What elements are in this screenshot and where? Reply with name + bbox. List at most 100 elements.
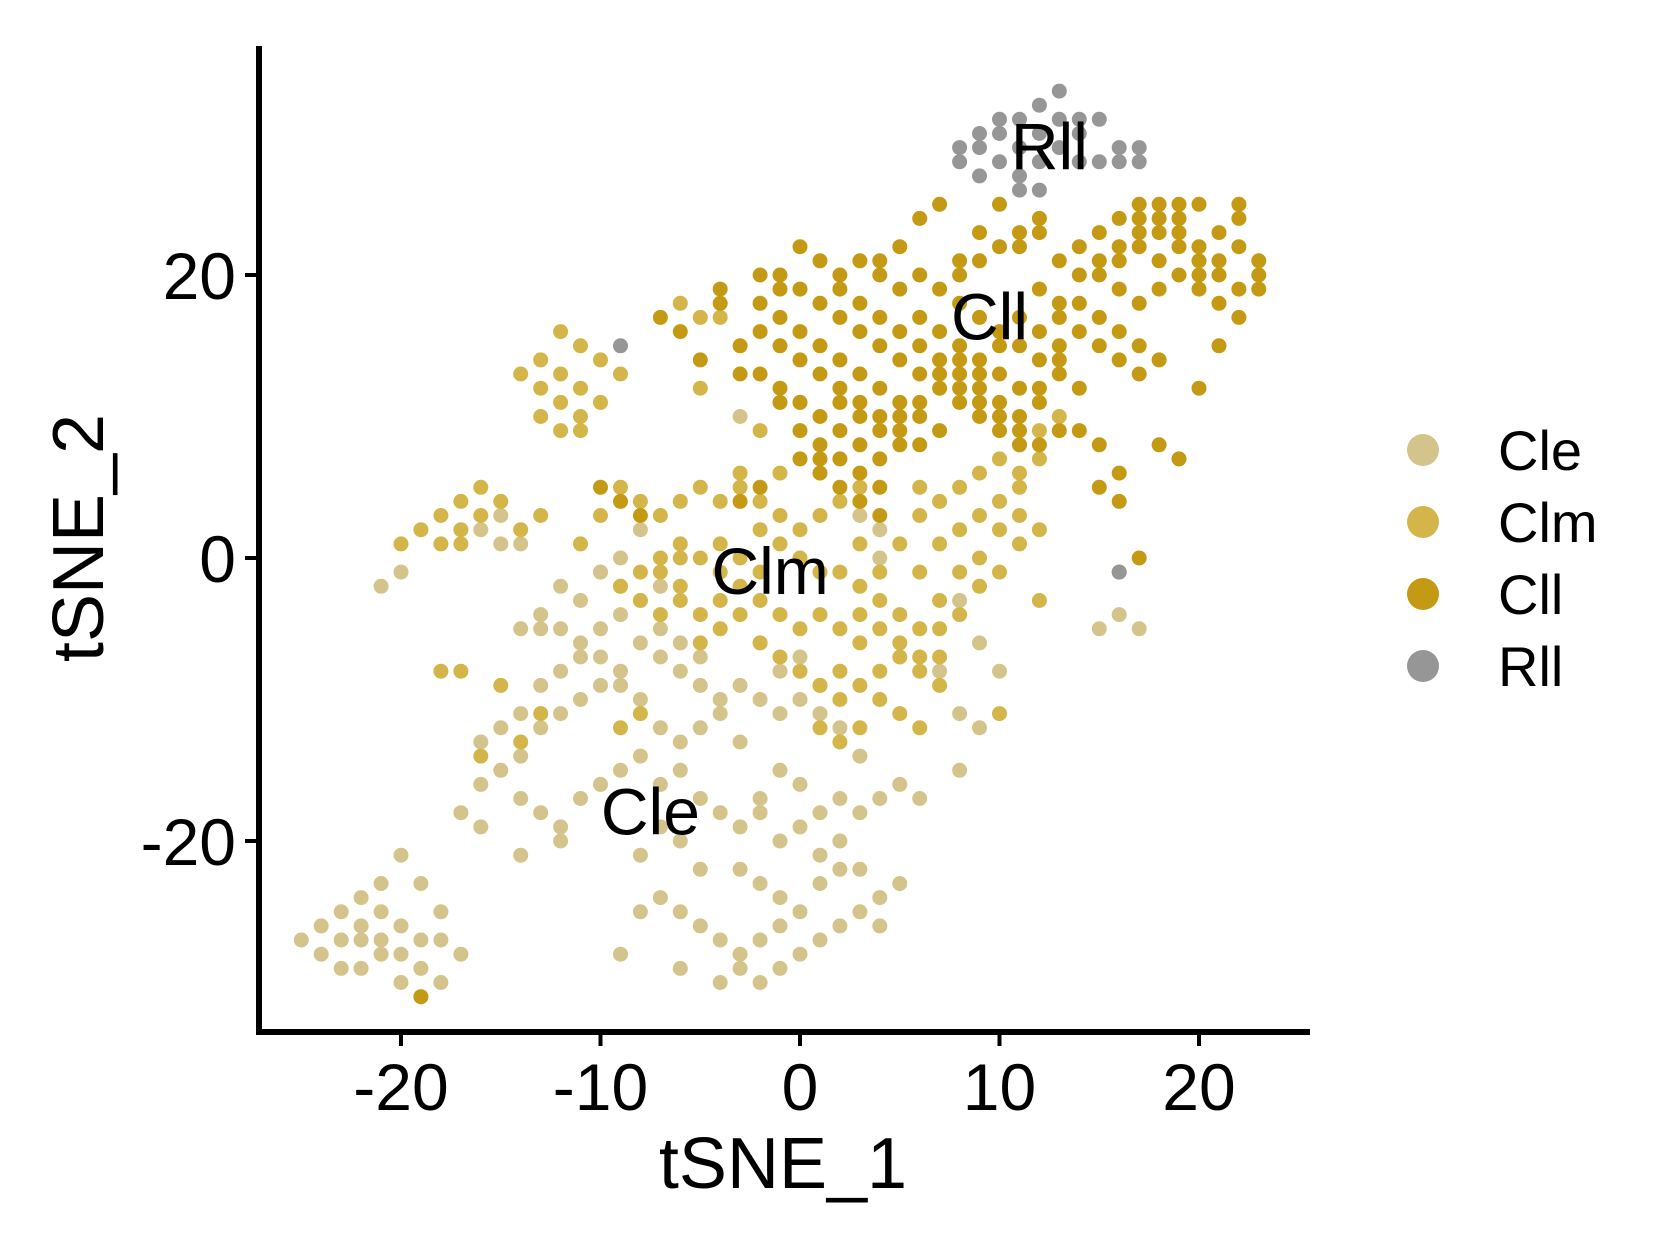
point-cle bbox=[393, 975, 409, 990]
point-rll bbox=[1031, 97, 1047, 113]
point-cle bbox=[333, 960, 349, 976]
point-clm bbox=[632, 493, 648, 509]
point-cll bbox=[992, 196, 1007, 212]
y-axis-ticks: -20 0 20 bbox=[141, 239, 256, 879]
point-rll bbox=[1012, 182, 1027, 198]
point-cle bbox=[672, 635, 688, 651]
point-clm bbox=[752, 493, 768, 509]
legend-label-rll: Rll bbox=[1498, 635, 1563, 698]
point-clm bbox=[1031, 423, 1047, 439]
point-cle bbox=[553, 819, 569, 835]
point-cll bbox=[413, 989, 429, 1005]
point-cll bbox=[1251, 281, 1267, 297]
point-clm bbox=[852, 677, 868, 693]
point-cll bbox=[832, 451, 848, 467]
point-cll bbox=[1171, 239, 1187, 255]
point-cll bbox=[852, 295, 868, 311]
point-rll bbox=[1051, 111, 1067, 127]
point-clm bbox=[433, 508, 449, 523]
point-cll bbox=[912, 267, 928, 283]
x-axis-title: tSNE_1 bbox=[659, 1124, 907, 1204]
point-cle bbox=[533, 607, 549, 623]
point-cle bbox=[712, 706, 728, 722]
point-cll bbox=[912, 394, 928, 410]
point-clm bbox=[932, 536, 948, 552]
point-rll bbox=[992, 126, 1007, 141]
point-cll bbox=[892, 239, 908, 255]
point-cle bbox=[1131, 621, 1147, 637]
point-clm bbox=[792, 621, 808, 637]
point-clm bbox=[992, 564, 1007, 580]
point-rll bbox=[1012, 168, 1027, 184]
point-rll bbox=[1131, 140, 1147, 156]
point-clm bbox=[752, 593, 768, 608]
point-cll bbox=[732, 493, 748, 509]
point-clm bbox=[952, 479, 968, 495]
point-cle bbox=[672, 734, 688, 750]
point-cle bbox=[593, 677, 608, 693]
point-cll bbox=[1071, 295, 1087, 311]
point-cll bbox=[872, 338, 888, 354]
point-cle bbox=[832, 833, 848, 849]
point-clm bbox=[1031, 451, 1047, 467]
point-clm bbox=[533, 409, 549, 424]
point-cll bbox=[952, 267, 968, 283]
point-cll bbox=[692, 352, 708, 368]
point-cle bbox=[752, 932, 768, 948]
point-cll bbox=[752, 479, 768, 495]
point-cll bbox=[912, 309, 928, 325]
point-cll bbox=[1051, 423, 1067, 439]
point-rll bbox=[1111, 154, 1127, 170]
point-cll bbox=[972, 309, 987, 325]
point-cle bbox=[533, 621, 549, 637]
legend-label-cle: Cle bbox=[1498, 419, 1582, 482]
point-cle bbox=[812, 876, 828, 891]
point-cll bbox=[732, 338, 748, 354]
point-clm bbox=[613, 578, 628, 594]
point-cle bbox=[613, 762, 628, 778]
point-cll bbox=[852, 394, 868, 410]
point-cle bbox=[752, 876, 768, 891]
point-cll bbox=[772, 281, 788, 297]
point-clm bbox=[632, 593, 648, 608]
point-clm bbox=[613, 366, 628, 382]
point-clm bbox=[992, 493, 1007, 509]
point-clm bbox=[792, 550, 808, 566]
point-rll bbox=[972, 126, 987, 141]
point-cll bbox=[1071, 423, 1087, 439]
point-cll bbox=[992, 423, 1007, 439]
point-cle bbox=[852, 748, 868, 764]
point-clm bbox=[573, 409, 588, 424]
point-rll bbox=[952, 154, 968, 170]
point-clm bbox=[553, 394, 569, 410]
point-cll bbox=[792, 352, 808, 368]
point-rll bbox=[1131, 154, 1147, 170]
point-cll bbox=[892, 437, 908, 453]
point-clm bbox=[812, 677, 828, 693]
point-clm bbox=[453, 663, 469, 679]
point-cll bbox=[912, 210, 928, 226]
point-clm bbox=[892, 536, 908, 552]
point-cle bbox=[413, 876, 429, 891]
point-clm bbox=[652, 564, 668, 580]
point-cll bbox=[832, 281, 848, 297]
point-cll bbox=[832, 352, 848, 368]
point-clm bbox=[1012, 479, 1027, 495]
point-cll bbox=[1191, 380, 1207, 396]
point-cll bbox=[1191, 196, 1207, 212]
point-cll bbox=[812, 437, 828, 453]
point-cll bbox=[1211, 295, 1227, 311]
point-cle bbox=[473, 522, 489, 538]
point-cll bbox=[832, 394, 848, 410]
point-clm bbox=[433, 536, 449, 552]
point-cll bbox=[712, 281, 728, 297]
point-cle bbox=[353, 890, 369, 906]
point-cll bbox=[992, 409, 1007, 424]
point-clm bbox=[772, 649, 788, 665]
legend-label-clm: Clm bbox=[1498, 491, 1598, 554]
point-clm bbox=[772, 508, 788, 523]
point-cll bbox=[1151, 210, 1167, 226]
point-cle bbox=[593, 564, 608, 580]
point-cle bbox=[692, 791, 708, 806]
point-clm bbox=[672, 578, 688, 594]
